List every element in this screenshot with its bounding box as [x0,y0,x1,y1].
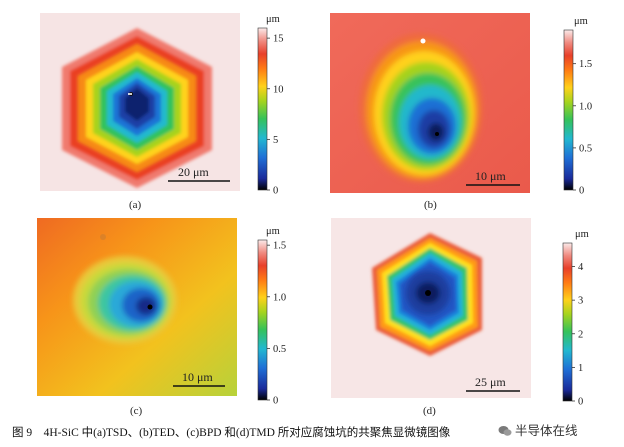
panel-b-colorbar-ticks: 1.5 1.0 0.5 0 [573,59,592,197]
panel-b-tick-label: 0.5 [579,143,592,154]
panel-d-tick-label: 3 [578,296,583,307]
panel-d-label: (d) [423,405,436,417]
watermark: 半导体在线 [494,419,582,440]
panel-a-tick-label: 10 [273,84,284,95]
panel-c-tick-label: 1.5 [273,241,286,252]
panel-d-tick-label: 1 [578,363,583,374]
panel-b-tick-label: 1.0 [579,101,592,112]
panel-c-tick-label: 0 [273,396,278,407]
panel-c-bpd-pit [73,256,177,344]
panel-c-tick-label: 0.5 [273,344,286,355]
panel-d-tick-label: 0 [578,397,583,408]
panel-c-colorbar [257,239,268,401]
panel-c-colorbar-unit: μm [266,226,280,237]
panel-c: 10 μm 1.5 1.0 0.5 0 μm (c) [37,218,286,417]
panel-a-tick-label: 0 [273,186,278,197]
panel-b-colorbar-unit: μm [574,16,588,27]
panel-d-tick-label: 4 [578,262,584,273]
panel-a-tick-label: 15 [273,34,284,45]
panel-a-tick-label: 5 [273,135,278,146]
wechat-icon [498,426,512,436]
panel-d-colorbar [562,242,573,402]
panel-a-colorbar [257,27,268,191]
panel-b-tick-label: 0 [579,186,584,197]
panel-d-colorbar-ticks: 4 3 2 1 0 [572,262,584,408]
panel-c-colorbar-ticks: 1.5 1.0 0.5 0 [267,241,286,407]
panel-d-colorbar-unit: μm [575,229,589,240]
panel-b-tick-label: 1.5 [579,59,592,70]
panel-a-hexagonal-pit [62,28,212,188]
panel-d-tick-label: 2 [578,329,583,340]
panel-d: 25 μm 4 3 2 1 0 μm (d) [331,218,589,417]
panel-b-elliptical-pit [359,33,483,183]
panel-c-tick-label: 1.0 [273,292,286,303]
panel-d-scale-text: 25 μm [475,375,506,389]
panel-a-colorbar-unit: μm [266,14,280,25]
panel-a: 20 μm μm 15 10 5 0 (a) [40,13,284,211]
panel-c-scale-text: 10 μm [182,370,213,384]
panel-b-colorbar [563,29,574,191]
figure-caption: 图 9 4H-SiC 中(a)TSD、(b)TED、(c)BPD 和(d)TMD… [12,427,451,439]
panel-b: 10 μm μm 1.5 1.0 0.5 0 (b) [330,13,592,211]
panel-a-scale-text: 20 μm [178,165,209,179]
panel-b-label: (b) [424,199,437,211]
panel-a-label: (a) [129,199,142,211]
panel-a-colorbar-ticks: 15 10 5 0 [267,34,284,197]
panel-c-label: (c) [130,405,143,417]
watermark-text: 半导体在线 [515,423,578,438]
panel-b-scale-text: 10 μm [475,169,506,183]
